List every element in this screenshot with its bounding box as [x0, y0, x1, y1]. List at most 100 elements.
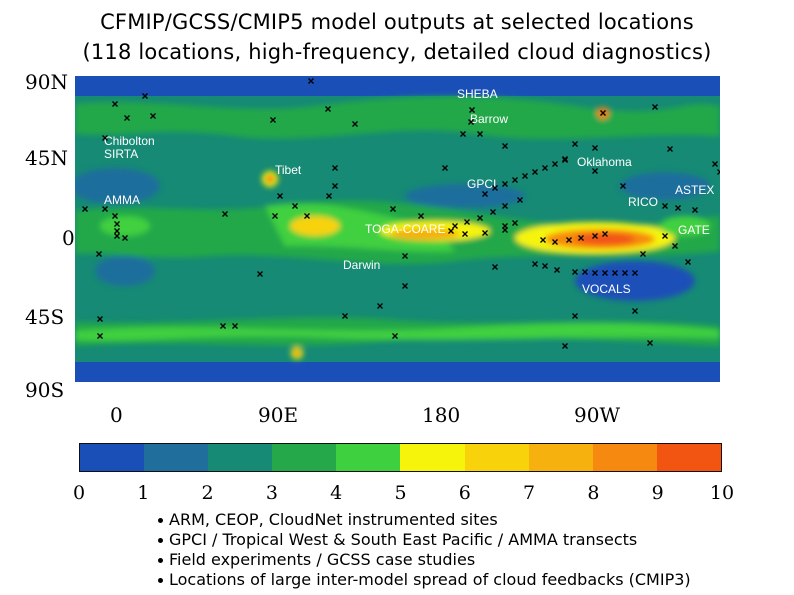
colorbar-tick-label: 9 — [651, 482, 664, 504]
site-marker-icon — [114, 233, 120, 239]
lat-label-90s: 90S — [25, 378, 65, 402]
lon-label-90e: 90E — [258, 403, 299, 427]
site-marker-icon — [492, 264, 498, 270]
site-marker-icon — [517, 197, 523, 203]
colorbar-segment — [144, 444, 209, 471]
site-marker-icon — [96, 251, 102, 257]
colorbar-segment — [656, 444, 721, 471]
site-marker-icon — [542, 263, 548, 269]
site-marker-icon — [532, 169, 538, 175]
site-marker-icon — [540, 237, 546, 243]
site-marker-icon — [552, 239, 558, 245]
site-label-sheba: SHEBA — [457, 87, 498, 101]
site-marker-icon — [325, 106, 331, 112]
site-marker-icon — [482, 230, 488, 236]
site-marker-icon — [512, 220, 518, 226]
legend-item-model-spread: Locations of large inter-model spread of… — [158, 570, 691, 590]
colorbar-segment — [272, 444, 337, 471]
colorbar-segment — [80, 444, 145, 471]
site-marker-icon — [578, 235, 584, 241]
bullet-icon — [158, 558, 163, 563]
site-marker-icon — [622, 270, 628, 276]
site-marker-icon — [390, 206, 396, 212]
site-marker-icon — [452, 223, 458, 229]
site-marker-icon — [477, 131, 483, 137]
site-marker-icon — [566, 237, 572, 243]
precipitation-map: SHEBA Barrow Chibolton SIRTA Tibet Oklah… — [70, 76, 728, 382]
site-marker-icon — [220, 323, 226, 329]
site-marker-icon — [582, 269, 588, 275]
site-marker-icon — [675, 205, 681, 211]
site-marker-icon — [632, 270, 638, 276]
legend-item-transects: GPCI / Tropical West & South East Pacifi… — [158, 530, 691, 550]
site-marker-icon — [462, 231, 468, 237]
site-marker-icon — [97, 333, 103, 339]
site-marker-icon — [114, 221, 120, 227]
site-marker-icon — [562, 156, 568, 162]
legend: ARM, CEOP, CloudNet instrumented sites G… — [158, 510, 691, 590]
site-marker-icon — [662, 203, 668, 209]
site-label-astex: ASTEX — [675, 183, 714, 197]
site-marker-icon — [332, 183, 338, 189]
site-marker-icon — [460, 131, 466, 137]
lat-label-45n: 45N — [25, 146, 68, 170]
site-label-rico: RICO — [628, 195, 658, 209]
site-marker-icon — [572, 141, 578, 147]
bullet-icon — [158, 578, 163, 583]
lon-label-90w: 90W — [574, 403, 621, 427]
lat-label-equator: 0 — [62, 226, 75, 250]
colorbar-segment — [400, 444, 465, 471]
site-marker-icon — [572, 313, 578, 319]
site-marker-icon — [82, 206, 88, 212]
site-marker-icon — [602, 231, 608, 237]
site-marker-icon — [592, 168, 598, 174]
site-label-amma: AMMA — [104, 193, 140, 207]
site-marker-icon — [652, 104, 658, 110]
site-marker-icon — [342, 313, 348, 319]
site-marker-icon — [112, 101, 118, 107]
site-marker-icon — [502, 143, 508, 149]
colorbar-segment — [592, 444, 657, 471]
colorbar-segment — [464, 444, 529, 471]
site-label-gate: GATE — [678, 223, 710, 237]
site-marker-icon — [114, 228, 120, 234]
site-marker-icon — [332, 165, 338, 171]
colorbar-tick-label: 8 — [587, 482, 600, 504]
site-marker-icon — [418, 213, 424, 219]
site-marker-icon — [522, 173, 528, 179]
site-marker-icon — [562, 157, 568, 163]
site-marker-icon — [592, 145, 598, 151]
site-marker-icon — [600, 110, 606, 116]
colorbar-tick-label: 4 — [330, 482, 343, 504]
colorbar — [79, 443, 722, 472]
site-marker-icon — [490, 209, 496, 215]
site-marker-icon — [402, 253, 408, 259]
site-marker-icon — [464, 219, 470, 225]
site-marker-icon — [602, 270, 608, 276]
lat-label-45s: 45S — [25, 305, 65, 329]
site-marker-icon — [492, 185, 498, 191]
site-marker-icon — [592, 233, 598, 239]
site-marker-icon — [257, 271, 263, 277]
site-marker-icon — [502, 181, 508, 187]
site-label-sirta: SIRTA — [104, 147, 138, 161]
lon-label-0: 0 — [110, 403, 123, 427]
site-label-darwin: Darwin — [343, 258, 380, 272]
legend-item-instrumented: ARM, CEOP, CloudNet instrumented sites — [158, 510, 691, 530]
site-label-barrow: Barrow — [470, 112, 508, 126]
bullet-icon — [158, 538, 163, 543]
site-marker-icon — [712, 161, 718, 167]
colorbar-tick-label: 5 — [394, 482, 407, 504]
lat-label-90n: 90N — [25, 70, 68, 94]
site-marker-icon — [102, 135, 108, 141]
site-marker-icon — [667, 146, 673, 152]
colorbar-tick-label: 6 — [458, 482, 471, 504]
site-marker-icon — [122, 235, 128, 241]
site-label-tibet: Tibet — [275, 163, 302, 177]
site-marker-icon — [270, 117, 276, 123]
site-marker-icon — [554, 267, 560, 273]
site-marker-icon — [482, 191, 488, 197]
site-marker-icon — [97, 316, 103, 322]
site-marker-icon — [672, 243, 678, 249]
lon-label-180: 180 — [422, 403, 461, 427]
